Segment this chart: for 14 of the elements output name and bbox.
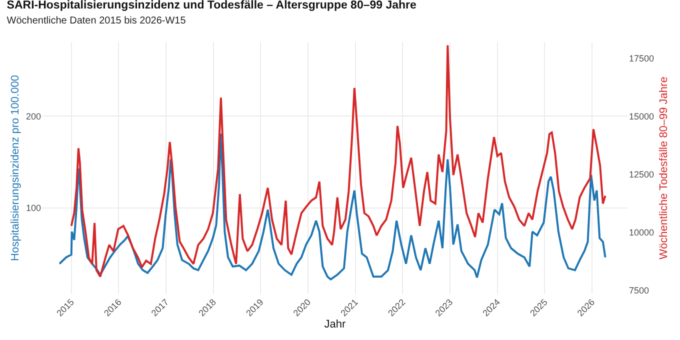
x-axis-title: Jahr [324,318,346,330]
line-series [70,44,606,278]
y2-tick-label: 15000 [629,111,654,122]
chart-title: SARI-Hospitalisierungsinzidenz und Todesfälle – Altersgruppe 80–99 Jahre [6,0,416,12]
y2-tick-label: 12500 [629,169,654,180]
line-series [58,132,606,280]
chart-subtitle: Wöchentliche Daten 2015 bis 2026-W15 [6,15,186,26]
y2-tick-label: 7500 [629,285,650,296]
y-tick-label: 200 [26,111,41,122]
y-axis-title: Hospitalisierungsinzidenz pro 100.000 [10,75,22,261]
y2-tick-label: 17500 [629,53,654,64]
y-tick-label: 100 [26,203,41,214]
y2-axis-title: Wöchentliche Todesfälle 80–99 Jahre [658,76,670,260]
y2-tick-label: 10000 [629,227,654,238]
